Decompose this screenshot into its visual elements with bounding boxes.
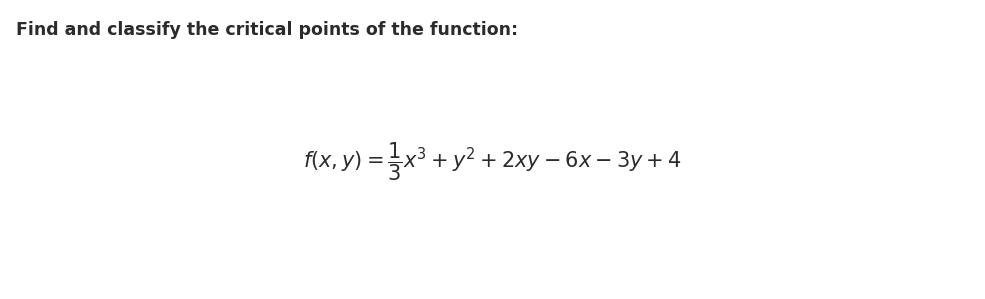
Text: Find and classify the critical points of the function:: Find and classify the critical points of… <box>16 21 518 39</box>
Text: $f(x, y) = \dfrac{1}{3}x^3 + y^2 + 2xy - 6x - 3y + 4$: $f(x, y) = \dfrac{1}{3}x^3 + y^2 + 2xy -… <box>303 140 682 183</box>
